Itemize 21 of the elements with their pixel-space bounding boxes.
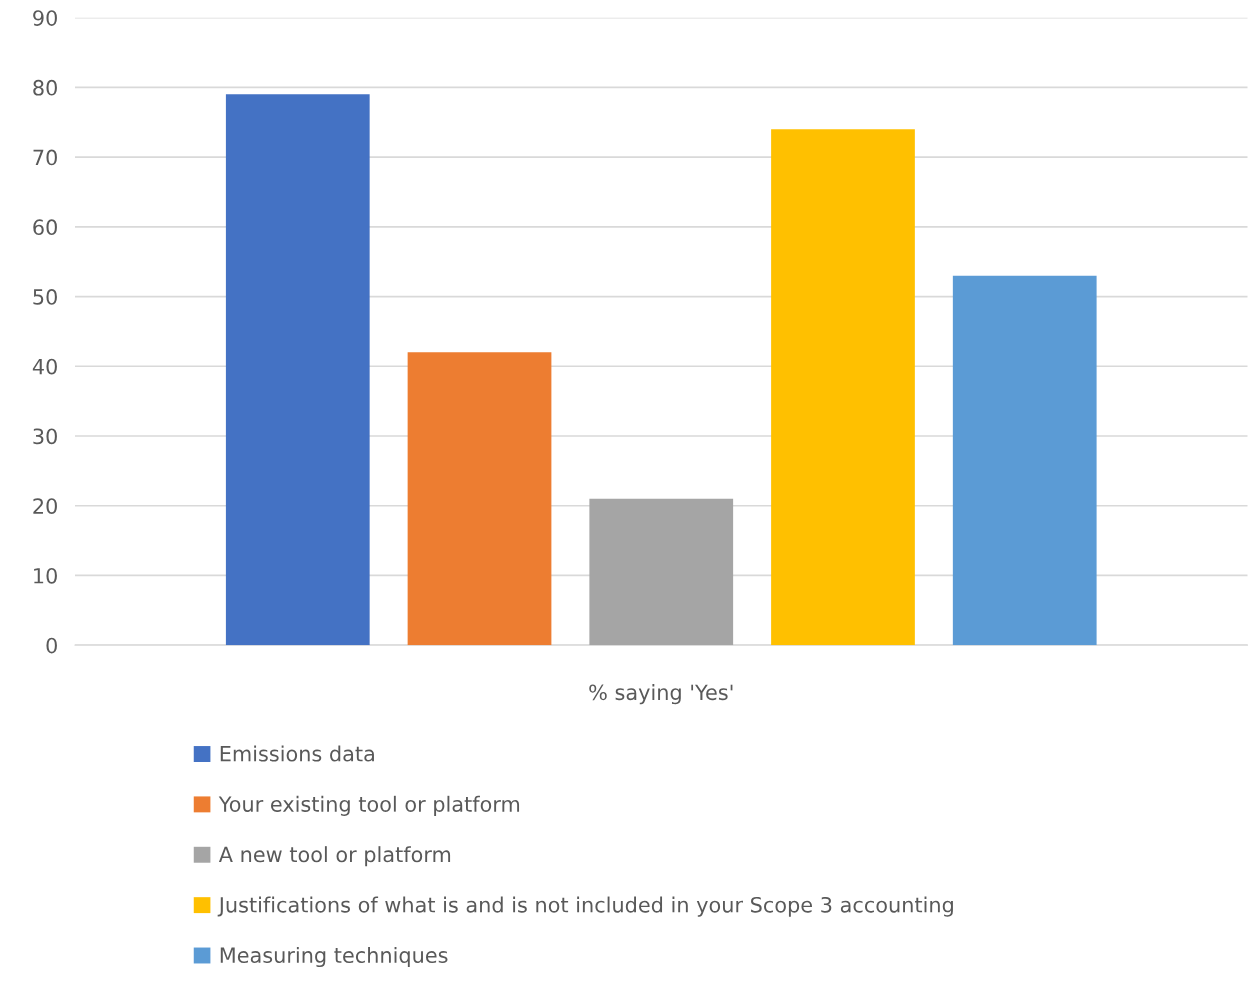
- bar: [771, 129, 915, 646]
- bar: [952, 275, 1097, 646]
- legend-label: A new tool or platform: [218, 846, 451, 867]
- y-tick-label: 70: [33, 149, 57, 166]
- y-tick-label: 0: [46, 637, 57, 654]
- y-tick-label: 80: [33, 79, 57, 96]
- y-tick-label: 90: [33, 10, 57, 26]
- bar: [589, 498, 734, 646]
- legend-label: Justifications of what is and is not included in your Scope 3 accounting: [217, 896, 953, 917]
- y-tick-label: 20: [33, 498, 57, 514]
- y-tick-label: 50: [33, 289, 57, 305]
- y-tick-label: 30: [33, 428, 57, 445]
- bar: [407, 352, 552, 646]
- y-tick-label: 10: [34, 567, 57, 584]
- legend-label: Your existing tool or platform: [218, 795, 520, 816]
- y-tick-label: 60: [33, 219, 57, 236]
- bar: [225, 94, 370, 646]
- y-tick-label: 40: [32, 358, 57, 375]
- legend-label: Emissions data: [220, 745, 374, 762]
- legend-label: Measuring techniques: [220, 946, 448, 968]
- x-tick-label: % saying 'Yes': [589, 684, 733, 705]
